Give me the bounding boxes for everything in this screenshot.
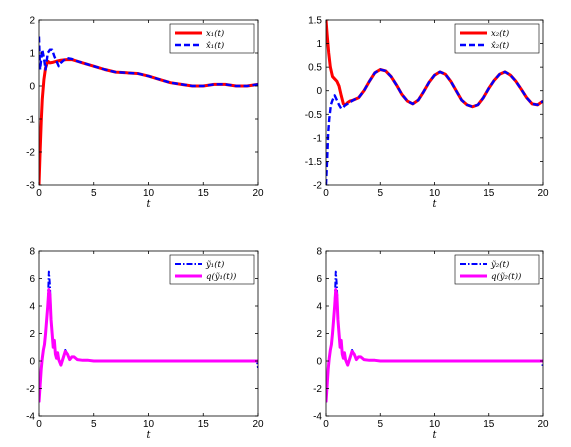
y-tick-label: -4: [26, 412, 35, 423]
legend-entry: x₂(t): [491, 28, 509, 39]
x-tick-label: 10: [429, 419, 441, 430]
series-line-2: [326, 68, 543, 185]
x-tick-label: 0: [323, 188, 329, 199]
subplot-4: 0 5 10 15 20 -4 -2 0 2 4 6 8 t ỹ₂(t)q(ỹ₂(t)): [313, 247, 549, 442]
x-tick-label: 20: [252, 419, 264, 430]
x-axis-label: t: [146, 199, 151, 210]
legend-entry: x̂₁(t): [206, 40, 224, 51]
y-tick-label: -3: [26, 181, 35, 192]
series-line-1: [326, 270, 543, 403]
y-tick-label: 2: [29, 16, 35, 27]
x-tick-label: 15: [198, 419, 210, 430]
series-line-1: [39, 58, 258, 185]
y-tick-label: 8: [316, 247, 322, 258]
legend: x₁(t)x̂₁(t): [169, 23, 255, 54]
y-tick-label: 2: [316, 329, 322, 340]
y-tick-label: 0: [316, 357, 322, 368]
x-tick-label: 5: [377, 419, 383, 430]
y-tick-label: 0: [316, 86, 322, 97]
x-tick-label: 20: [537, 419, 549, 430]
y-tick-label: -2: [313, 384, 322, 395]
y-tick-label: 6: [316, 274, 322, 285]
y-tick-label: -2: [26, 384, 35, 395]
x-axis-label: t: [432, 430, 437, 441]
series-line-2: [39, 36, 258, 88]
x-tick-label: 10: [143, 188, 155, 199]
legend-entry: x₁(t): [206, 28, 224, 39]
series-line-1: [39, 270, 258, 403]
legend: ỹ₂(t)q(ỹ₂(t)): [454, 254, 540, 285]
legend-box: [169, 23, 255, 54]
y-tick-label: -0.5: [305, 110, 323, 121]
legend: ỹ₁(t)q(ỹ₁(t)): [169, 254, 255, 285]
y-tick-label: 1: [316, 39, 322, 50]
x-axis-label: t: [432, 199, 437, 210]
x-tick-label: 5: [91, 419, 97, 430]
y-tick-label: -2: [26, 148, 35, 159]
y-tick-label: 0: [29, 82, 35, 93]
y-tick-label: -4: [313, 412, 322, 423]
y-tick-label: 0: [29, 357, 35, 368]
series-line-2: [326, 288, 543, 403]
x-tick-label: 15: [198, 188, 210, 199]
x-axis-label: t: [146, 430, 151, 441]
series-line-2: [39, 288, 258, 403]
x-tick-label: 0: [36, 419, 42, 430]
x-tick-label: 0: [323, 419, 329, 430]
x-tick-label: 10: [143, 419, 155, 430]
y-tick-label: -2: [313, 181, 322, 192]
legend-box: [454, 23, 540, 54]
y-tick-label: 4: [29, 302, 35, 313]
legend-entry: q(ỹ₂(t)): [491, 271, 521, 282]
subplot-1: 0 5 10 15 20 -3 -2 -1 0 1 2 t x₁(t)x̂₁(t): [26, 16, 264, 211]
y-tick-label: 1: [29, 49, 35, 60]
y-tick-label: 8: [29, 247, 35, 258]
y-tick-label: 2: [29, 329, 35, 340]
x-tick-label: 10: [429, 188, 441, 199]
y-tick-label: -1: [26, 115, 35, 126]
y-tick-label: 4: [316, 302, 322, 313]
legend-box: [454, 254, 540, 285]
x-tick-label: 5: [377, 188, 383, 199]
x-tick-label: 5: [91, 188, 97, 199]
y-tick-label: 6: [29, 274, 35, 285]
y-tick-label: 0.5: [308, 63, 322, 74]
x-tick-label: 0: [36, 188, 42, 199]
legend-box: [169, 254, 255, 285]
y-tick-label: 1.5: [308, 16, 322, 27]
x-tick-label: 20: [537, 188, 549, 199]
subplot-2: 0 5 10 15 20 -2 -1.5 -1 -0.5 0 0.5 1 1.5 t x₂(t)x̂₂(t): [305, 16, 549, 211]
legend-entry: q(ỹ₁(t)): [206, 271, 236, 282]
subplot-3: 0 5 10 15 20 -4 -2 0 2 4 6 8 t ỹ₁(t)q(ỹ₁(t)): [26, 247, 264, 442]
x-tick-label: 15: [483, 188, 495, 199]
y-tick-label: -1.5: [305, 157, 323, 168]
legend-entry: ỹ₁(t): [205, 259, 224, 270]
legend-entry: x̂₂(t): [491, 40, 509, 51]
legend: x₂(t)x̂₂(t): [454, 23, 540, 54]
x-tick-label: 20: [252, 188, 264, 199]
legend-entry: ỹ₂(t): [490, 259, 509, 270]
y-tick-label: -1: [313, 133, 322, 144]
x-tick-label: 15: [483, 419, 495, 430]
